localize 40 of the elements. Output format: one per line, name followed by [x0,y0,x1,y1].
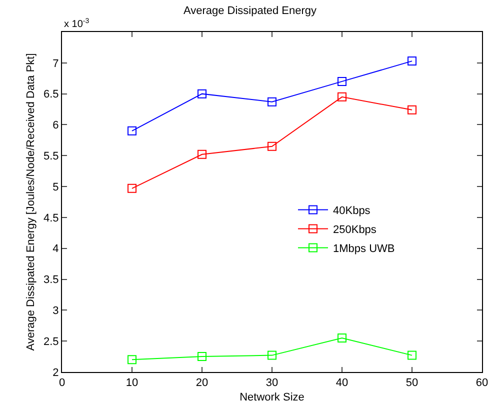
point [198,150,206,159]
y-tick-label: 5 [52,181,59,194]
legend-label: 40Kbps [333,204,371,217]
text: x 10$^{-3}$ [64,18,90,30]
point [128,126,136,136]
point [198,89,206,98]
legend-label: 250Kbps [333,224,377,236]
y-axis-title: Average Dissipated Energy [Joules/Node/Received Data Pkt] [25,53,38,351]
y-tick-label: 3.5 [44,274,59,286]
point [128,355,136,364]
legend-label: 1Mbps UWB [333,242,395,255]
x-tick-label: 30 [266,377,278,390]
y-tick-label: 3 [52,305,59,318]
y-tick-label: 4 [52,243,59,256]
point [268,97,276,106]
x-tick-label: 60 [476,377,488,390]
chart-title: Average Dissipated Energy [183,4,318,17]
point [268,350,276,360]
y-tick-label: 2.5 [44,336,59,348]
x-tick-label: 0 [58,377,66,390]
point [198,352,206,362]
x-tick-label: 20 [196,377,208,390]
y-tick-label: 4.5 [44,212,59,224]
point [268,142,276,151]
y-tick-label: 5.5 [44,150,59,162]
point [128,184,136,193]
y-tick-label: 6 [52,120,59,132]
point [408,350,416,360]
point [338,76,346,86]
point [408,56,416,66]
point [408,105,416,114]
y-tick-label: 7 [52,58,59,70]
x-axis-title: Network Size [240,391,304,404]
x-tick-label: 50 [406,377,418,390]
point [338,92,346,102]
point [338,334,346,342]
y-tick-label: 2 [52,366,59,379]
x-tick-label: 10 [126,377,138,390]
x-tick-label: 40 [336,377,348,390]
y-tick-label: 6.5 [44,88,59,101]
